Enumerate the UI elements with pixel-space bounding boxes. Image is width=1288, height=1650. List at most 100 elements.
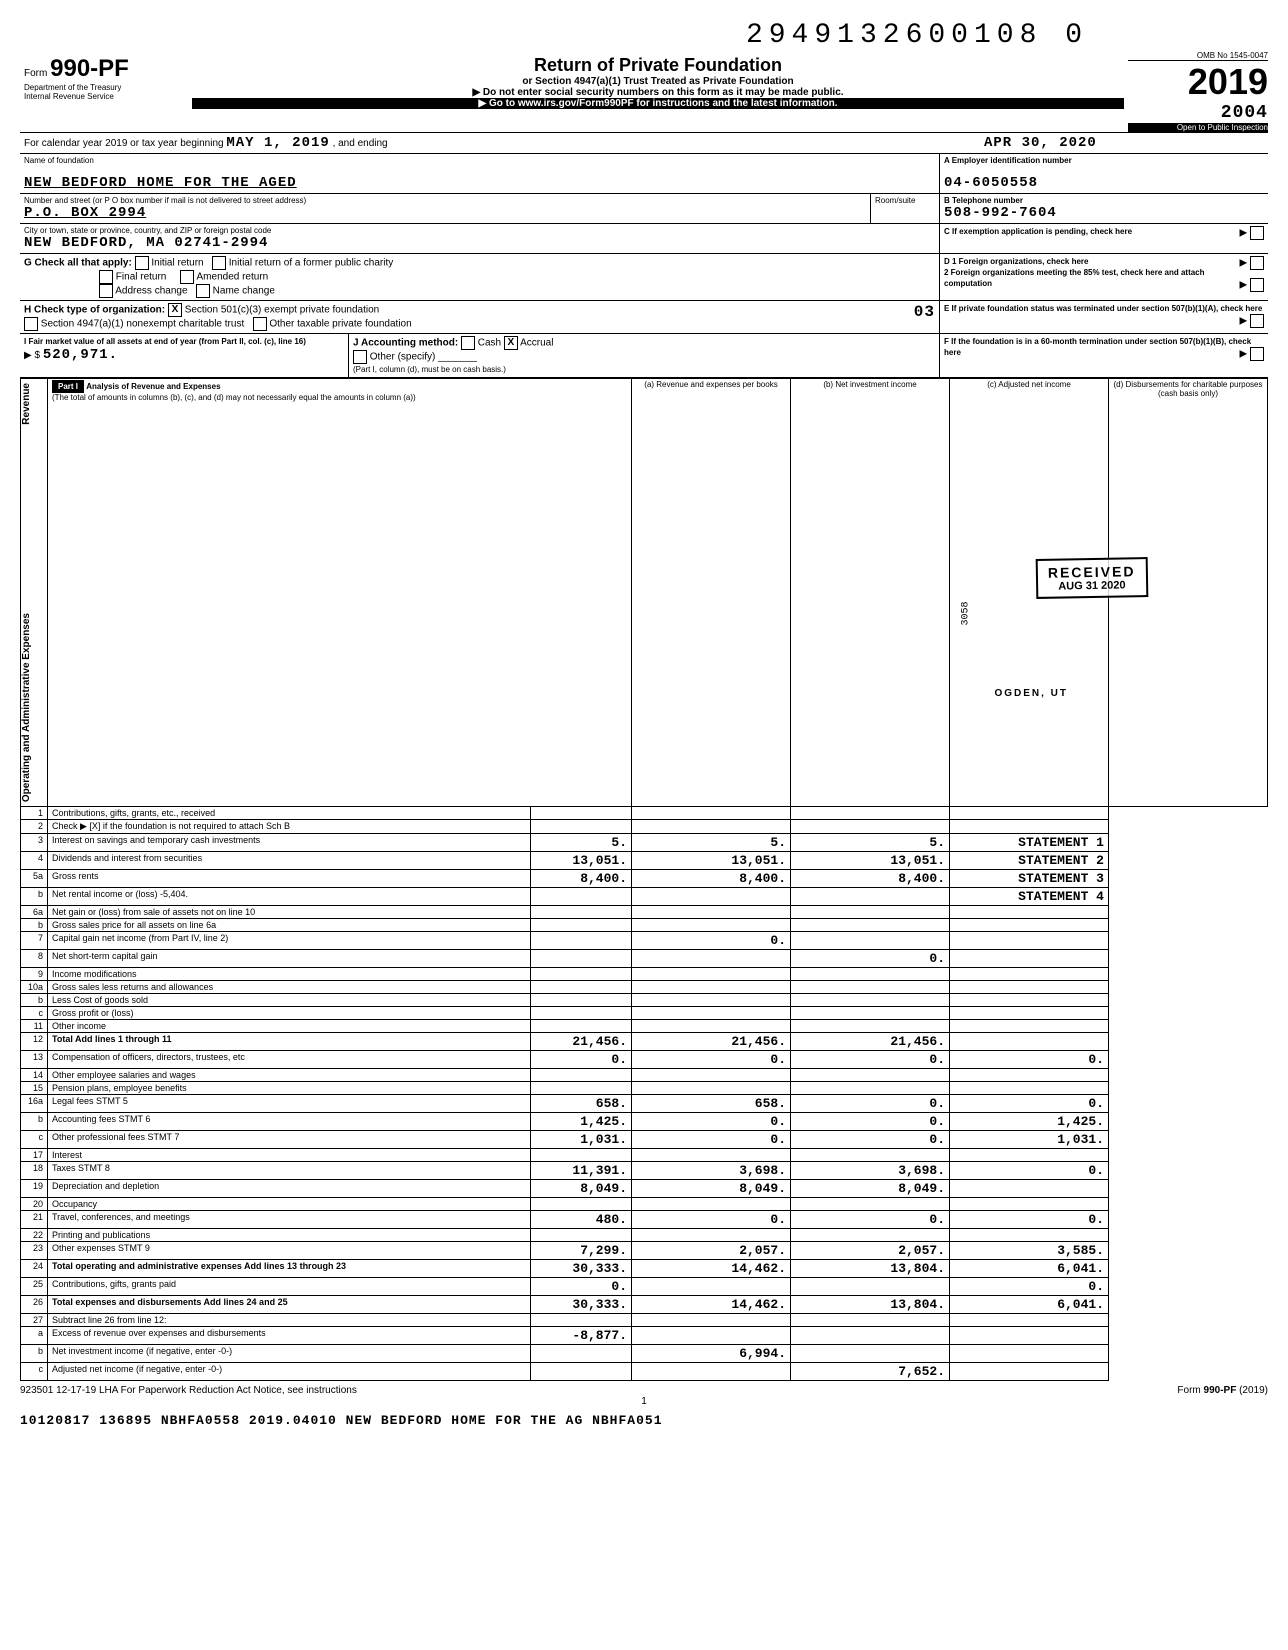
g-initial[interactable]: [135, 256, 149, 270]
col-a-val: [530, 887, 631, 905]
table-row: 12Total Add lines 1 through 1121,456.21,…: [21, 1032, 1268, 1050]
table-row: 19Depreciation and depletion8,049.8,049.…: [21, 1179, 1268, 1197]
col-b-val: [632, 1277, 791, 1295]
line-num: 23: [21, 1241, 48, 1259]
col-b-val: 0.: [632, 931, 791, 949]
col-d-val: STATEMENT 1: [950, 833, 1109, 851]
col-a-val: 480.: [530, 1210, 631, 1228]
d1-checkbox[interactable]: [1250, 256, 1264, 270]
g-addrchg[interactable]: [99, 284, 113, 298]
g-amended[interactable]: [180, 270, 194, 284]
h-4947[interactable]: [24, 317, 38, 331]
cal-mid: , and ending: [333, 138, 388, 149]
col-c-val: [791, 967, 950, 980]
col-c-val: [791, 819, 950, 833]
j-cash-label: Cash: [478, 338, 501, 349]
col-b-val: 8,400.: [632, 869, 791, 887]
g-final[interactable]: [99, 270, 113, 284]
line-desc: Printing and publications: [48, 1228, 531, 1241]
col-d-val: [950, 949, 1109, 967]
col-d-val: STATEMENT 4: [950, 887, 1109, 905]
line-desc: Total expenses and disbursements Add lin…: [48, 1295, 531, 1313]
col-d-val: [950, 918, 1109, 931]
line-desc: Depreciation and depletion: [48, 1179, 531, 1197]
line-desc: Capital gain net income (from Part IV, l…: [48, 931, 531, 949]
form-number: 990-PF: [50, 55, 129, 82]
d1-label: D 1 Foreign organizations, check here: [944, 257, 1088, 266]
h-opt2: Section 4947(a)(1) nonexempt charitable …: [41, 319, 244, 330]
j-accrual[interactable]: X: [504, 336, 518, 350]
h-501c3[interactable]: X: [168, 303, 182, 317]
col-a-val: [530, 1068, 631, 1081]
g-opt2: Address change: [115, 286, 187, 297]
col-d-val: [950, 1326, 1109, 1344]
city-label: City or town, state or province, country…: [24, 226, 935, 235]
table-row: 22Printing and publications: [21, 1228, 1268, 1241]
col-a-val: [530, 1197, 631, 1210]
col-d-val: 0.: [950, 1050, 1109, 1068]
col-d-val: [950, 1179, 1109, 1197]
table-row: cAdjusted net income (if negative, enter…: [21, 1362, 1268, 1380]
col-a-val: -8,877.: [530, 1326, 631, 1344]
line-num: b: [21, 993, 48, 1006]
table-row: bLess Cost of goods sold: [21, 993, 1268, 1006]
col-c-val: 0.: [791, 1094, 950, 1112]
col-c-val: [791, 1277, 950, 1295]
f-checkbox[interactable]: [1250, 347, 1264, 361]
j-note: (Part I, column (d), must be on cash bas…: [353, 365, 506, 374]
col-a-val: 21,456.: [530, 1032, 631, 1050]
line-num: 12: [21, 1032, 48, 1050]
table-row: 20Occupancy: [21, 1197, 1268, 1210]
d2-checkbox[interactable]: [1250, 278, 1264, 292]
col-a-val: [530, 993, 631, 1006]
table-wrapper: Revenue Operating and Administrative Exp…: [20, 378, 1268, 1381]
table-row: 5aGross rents8,400.8,400.8,400.STATEMENT…: [21, 869, 1268, 887]
col-d-val: 6,041.: [950, 1295, 1109, 1313]
table-row: cGross profit or (loss): [21, 1006, 1268, 1019]
g-namechg[interactable]: [196, 284, 210, 298]
col-d-val: [950, 1068, 1109, 1081]
line-desc: Compensation of officers, directors, tru…: [48, 1050, 531, 1068]
col-c-val: 0.: [791, 1130, 950, 1148]
line-desc: Gross sales price for all assets on line…: [48, 918, 531, 931]
col-b-val: [632, 905, 791, 918]
j-other[interactable]: [353, 350, 367, 364]
col-d-val: 0.: [950, 1210, 1109, 1228]
col-c-val: 13,051.: [791, 851, 950, 869]
line-num: b: [21, 1112, 48, 1130]
col-c-val: [791, 1344, 950, 1362]
col-c-val: [791, 1006, 950, 1019]
j-other-label: Other (specify): [370, 352, 436, 363]
g-former[interactable]: [212, 256, 226, 270]
line-desc: Other professional fees STMT 7: [48, 1130, 531, 1148]
col-c-val: [791, 1197, 950, 1210]
line-desc: Contributions, gifts, grants, etc., rece…: [48, 806, 531, 819]
line-desc: Check ▶ [X] if the foundation is not req…: [48, 819, 531, 833]
col-d-val: [950, 967, 1109, 980]
line-desc: Other income: [48, 1019, 531, 1032]
g-d-row: G Check all that apply: Initial return I…: [20, 254, 1268, 301]
col-d-val: 6,041.: [950, 1259, 1109, 1277]
part1-title: Part I: [52, 380, 84, 393]
col-c-val: [791, 993, 950, 1006]
line-desc: Other expenses STMT 9: [48, 1241, 531, 1259]
col-d-val: [950, 1148, 1109, 1161]
title-sub1: or Section 4947(a)(1) Trust Treated as P…: [192, 76, 1124, 87]
c-checkbox[interactable]: [1250, 226, 1264, 240]
h-other[interactable]: [253, 317, 267, 331]
col-d-val: 0.: [950, 1094, 1109, 1112]
dept: Department of the Treasury: [24, 83, 184, 92]
irs: Internal Revenue Service: [24, 92, 184, 101]
j-cash[interactable]: [461, 336, 475, 350]
line-num: 4: [21, 851, 48, 869]
col-c-val: [791, 806, 950, 819]
col-a-val: [530, 931, 631, 949]
e-checkbox[interactable]: [1250, 314, 1264, 328]
col-b-val: [632, 1326, 791, 1344]
col-a-val: 0.: [530, 1050, 631, 1068]
col-d-val: [950, 819, 1109, 833]
col-c-val: [791, 1228, 950, 1241]
col-c-val: [791, 887, 950, 905]
footer: 923501 12-17-19 LHA For Paperwork Reduct…: [20, 1381, 1268, 1396]
cal-prefix: For calendar year 2019 or tax year begin…: [24, 138, 224, 149]
